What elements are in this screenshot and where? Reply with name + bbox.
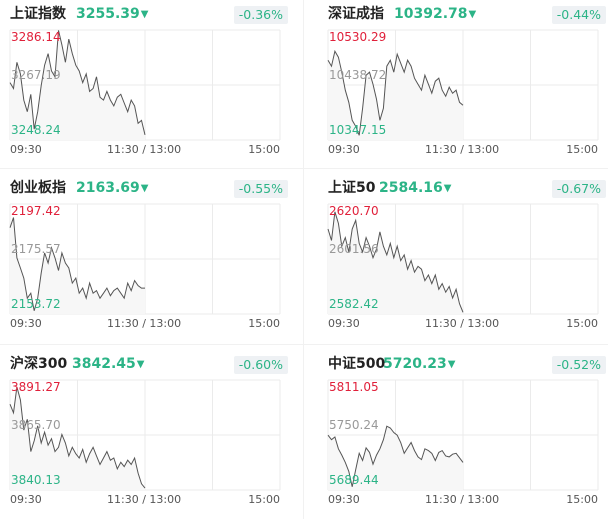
change-badge: -0.44% bbox=[551, 6, 606, 24]
price-line bbox=[327, 49, 464, 136]
time-tick-start: 09:30 bbox=[328, 143, 360, 156]
index-header: 沪深300 3842.45▼ -0.60% bbox=[10, 354, 290, 374]
price-value: 2584.16 bbox=[379, 180, 443, 196]
index-header: 中证500 5720.23▼ -0.52% bbox=[328, 354, 608, 374]
low-label: 2582.42 bbox=[329, 297, 379, 311]
price-area bbox=[328, 426, 463, 490]
time-tick-start: 09:30 bbox=[10, 317, 42, 330]
price-line bbox=[9, 217, 145, 311]
change-badge: -0.67% bbox=[551, 180, 606, 198]
index-name[interactable]: 上证指数 bbox=[10, 6, 66, 22]
index-name[interactable]: 中证500 bbox=[328, 356, 386, 372]
index-card[interactable]: 上证50 2584.16▼ -0.67% 2620.70 2601.56 2582.… bbox=[318, 174, 608, 344]
down-arrow-icon: ▼ bbox=[140, 9, 149, 20]
low-label: 5689.44 bbox=[329, 473, 379, 487]
row-divider bbox=[0, 344, 608, 345]
index-card[interactable]: 创业板指 2163.69▼ -0.55% 2197.42 2175.57 2153.… bbox=[0, 174, 290, 344]
price-value: 5720.23 bbox=[383, 356, 447, 372]
intraday-chart bbox=[9, 203, 281, 315]
price-area bbox=[10, 387, 145, 490]
time-tick-mid: 11:30 / 13:00 bbox=[107, 143, 182, 156]
mid-label: 2175.57 bbox=[11, 242, 61, 256]
change-badge: -0.55% bbox=[233, 180, 288, 198]
time-tick-mid: 11:30 / 13:00 bbox=[425, 143, 500, 156]
price-area bbox=[328, 211, 463, 314]
index-name[interactable]: 深证成指 bbox=[328, 6, 384, 22]
down-arrow-icon: ▼ bbox=[443, 183, 452, 194]
index-card[interactable]: 中证500 5720.23▼ -0.52% 5811.05 5750.24 5689… bbox=[318, 350, 608, 520]
price-value: 2163.69 bbox=[76, 180, 140, 196]
time-tick-end: 15:00 bbox=[566, 317, 598, 330]
time-tick-end: 15:00 bbox=[248, 317, 280, 330]
down-arrow-icon: ▼ bbox=[447, 359, 456, 370]
down-arrow-icon: ▼ bbox=[468, 9, 477, 20]
high-label: 3286.14 bbox=[11, 30, 61, 44]
mid-label: 10438.72 bbox=[329, 68, 387, 82]
mid-label: 3267.19 bbox=[11, 68, 61, 82]
intraday-chart bbox=[9, 379, 281, 491]
index-card[interactable]: 深证成指 10392.78▼ -0.44% 10530.29 10438.72 10… bbox=[318, 0, 608, 170]
index-card[interactable]: 上证指数 3255.39▼ -0.36% 3286.14 3267.19 3248.… bbox=[0, 0, 290, 170]
time-tick-start: 09:30 bbox=[10, 493, 42, 506]
mid-label: 3865.70 bbox=[11, 418, 61, 432]
index-price: 3842.45▼ bbox=[72, 354, 144, 375]
high-label: 10530.29 bbox=[329, 30, 387, 44]
high-label: 5811.05 bbox=[329, 380, 379, 394]
index-price: 2584.16▼ bbox=[379, 178, 451, 199]
high-label: 2197.42 bbox=[11, 204, 61, 218]
time-tick-end: 15:00 bbox=[248, 493, 280, 506]
intraday-chart bbox=[9, 29, 281, 141]
time-tick-start: 09:30 bbox=[328, 317, 360, 330]
time-tick-mid: 11:30 / 13:00 bbox=[107, 493, 182, 506]
time-tick-end: 15:00 bbox=[248, 143, 280, 156]
time-tick-start: 09:30 bbox=[328, 493, 360, 506]
price-line bbox=[9, 386, 146, 489]
down-arrow-icon: ▼ bbox=[136, 359, 145, 370]
index-name[interactable]: 沪深300 bbox=[10, 356, 68, 372]
price-value: 10392.78 bbox=[394, 6, 468, 22]
intraday-chart bbox=[327, 379, 599, 491]
change-badge: -0.36% bbox=[233, 6, 288, 24]
price-line bbox=[9, 30, 146, 136]
intraday-chart bbox=[327, 29, 599, 141]
price-value: 3842.45 bbox=[72, 356, 136, 372]
price-area bbox=[10, 217, 145, 314]
time-tick-start: 09:30 bbox=[10, 143, 42, 156]
index-price: 3255.39▼ bbox=[76, 4, 148, 25]
index-name[interactable]: 上证50 bbox=[328, 180, 376, 196]
index-header: 上证指数 3255.39▼ -0.36% bbox=[10, 4, 290, 24]
index-name[interactable]: 创业板指 bbox=[10, 180, 66, 196]
high-label: 2620.70 bbox=[329, 204, 379, 218]
low-label: 10347.15 bbox=[329, 123, 387, 137]
low-label: 3840.13 bbox=[11, 473, 61, 487]
low-label: 3248.24 bbox=[11, 123, 61, 137]
column-divider bbox=[303, 0, 304, 519]
time-tick-mid: 11:30 / 13:00 bbox=[425, 493, 500, 506]
price-area bbox=[10, 30, 145, 140]
time-tick-end: 15:00 bbox=[566, 143, 598, 156]
index-price: 10392.78▼ bbox=[394, 4, 476, 25]
index-header: 上证50 2584.16▼ -0.67% bbox=[328, 178, 608, 198]
price-line bbox=[327, 425, 464, 487]
index-price: 5720.23▼ bbox=[383, 354, 455, 375]
intraday-chart bbox=[327, 203, 599, 315]
time-tick-end: 15:00 bbox=[566, 493, 598, 506]
index-header: 深证成指 10392.78▼ -0.44% bbox=[328, 4, 608, 24]
index-header: 创业板指 2163.69▼ -0.55% bbox=[10, 178, 290, 198]
price-value: 3255.39 bbox=[76, 6, 140, 22]
index-card[interactable]: 沪深300 3842.45▼ -0.60% 3891.27 3865.70 3840… bbox=[0, 350, 290, 520]
index-price: 2163.69▼ bbox=[76, 178, 148, 199]
time-tick-mid: 11:30 / 13:00 bbox=[425, 317, 500, 330]
time-tick-mid: 11:30 / 13:00 bbox=[107, 317, 182, 330]
down-arrow-icon: ▼ bbox=[140, 183, 149, 194]
price-line bbox=[327, 211, 464, 313]
change-badge: -0.52% bbox=[551, 356, 606, 374]
high-label: 3891.27 bbox=[11, 380, 61, 394]
mid-label: 2601.56 bbox=[329, 242, 379, 256]
mid-label: 5750.24 bbox=[329, 418, 379, 432]
row-divider bbox=[0, 168, 608, 169]
low-label: 2153.72 bbox=[11, 297, 61, 311]
change-badge: -0.60% bbox=[233, 356, 288, 374]
